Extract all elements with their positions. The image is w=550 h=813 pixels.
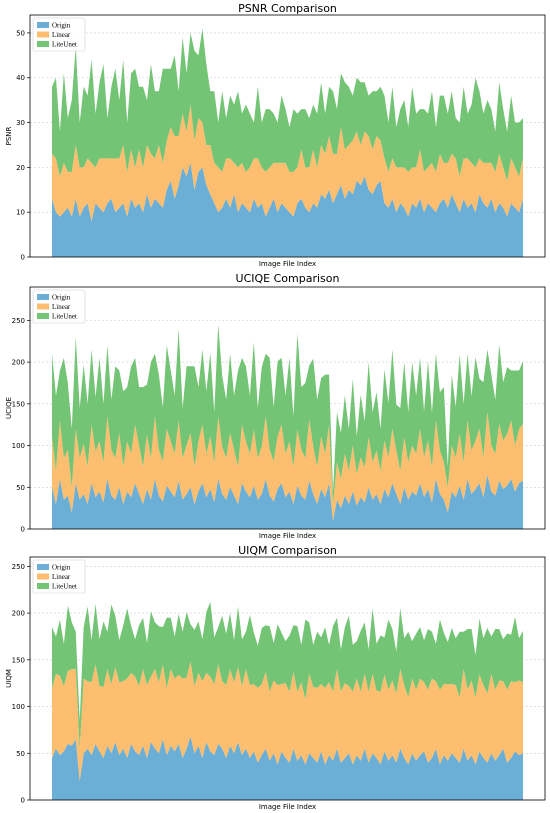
chart-panel-0: 0 10 20 30 40 50 PSNR Comparison Image File Ind… xyxy=(5,2,546,268)
legend-swatch-origin xyxy=(37,564,49,570)
legend-label-origin: Origin xyxy=(52,294,71,302)
legend-swatch-origin xyxy=(37,22,49,28)
y-axis-label: UCIQE xyxy=(5,397,13,419)
legend-label-liteunet: LiteUnet xyxy=(52,583,77,591)
y-tick-label: 30 xyxy=(16,119,25,127)
chart-panel-2: 0 50 100 150 200 250 UIQM Comparison Image File… xyxy=(5,544,546,811)
legend-swatch-linear xyxy=(37,573,49,580)
y-tick-label: 250 xyxy=(12,563,25,571)
y-tick-label: 150 xyxy=(12,400,25,408)
area-series-linear xyxy=(52,412,523,521)
y-tick-label: 10 xyxy=(16,209,25,217)
y-tick-label: 0 xyxy=(21,797,25,805)
y-tick-label: 0 xyxy=(21,526,25,534)
y-axis-label: PSNR xyxy=(5,126,13,145)
area-series-linear xyxy=(52,104,523,222)
legend-label-linear: Linear xyxy=(52,573,71,581)
legend-swatch-liteunet xyxy=(37,313,49,319)
y-axis-label: UIQM xyxy=(5,669,13,688)
legend-swatch-origin xyxy=(37,294,49,300)
y-tick-label: 50 xyxy=(16,29,25,37)
legend-swatch-linear xyxy=(37,303,49,310)
y-tick-label: 0 xyxy=(21,254,25,262)
area-series-origin xyxy=(52,474,523,529)
y-tick-label: 100 xyxy=(12,442,25,450)
y-tick-label: 40 xyxy=(16,74,25,82)
axes-frame xyxy=(29,556,546,801)
legend-label-linear: Linear xyxy=(52,303,71,311)
area-series-liteunet xyxy=(52,601,523,749)
chart-title: UIQM Comparison xyxy=(238,544,337,557)
x-axis-label: Image File Index xyxy=(259,532,316,540)
legend-label-origin: Origin xyxy=(52,22,71,30)
chart-title: PSNR Comparison xyxy=(238,2,337,15)
y-tick-label: 200 xyxy=(12,610,25,618)
area-series-liteunet xyxy=(52,28,523,181)
y-tick-label: 50 xyxy=(16,484,25,492)
axes-frame xyxy=(29,14,546,258)
legend-label-liteunet: LiteUnet xyxy=(52,41,77,49)
legend-swatch-liteunet xyxy=(37,583,49,589)
legend-label-origin: Origin xyxy=(52,564,71,572)
chart-title: UCIQE Comparison xyxy=(236,272,340,285)
legend-swatch-linear xyxy=(37,31,49,38)
y-tick-label: 250 xyxy=(12,317,25,325)
area-series-linear xyxy=(52,661,523,782)
chart-panel-1: 0 50 100 150 200 250 UCIQE Comparison Image Fil… xyxy=(5,272,546,540)
y-tick-label: 200 xyxy=(12,359,25,367)
y-tick-label: 50 xyxy=(16,750,25,758)
x-axis-label: Image File Index xyxy=(259,260,316,268)
x-axis-label: Image File Index xyxy=(259,803,316,811)
legend-label-linear: Linear xyxy=(52,31,71,39)
legend-label-liteunet: LiteUnet xyxy=(52,313,77,321)
area-series-liteunet xyxy=(52,324,523,504)
area-series-origin xyxy=(52,162,523,257)
axes-frame xyxy=(29,286,546,530)
y-tick-label: 150 xyxy=(12,656,25,664)
y-tick-label: 100 xyxy=(12,703,25,711)
y-tick-label: 20 xyxy=(16,164,25,172)
area-series-origin xyxy=(52,736,523,800)
legend-swatch-liteunet xyxy=(37,41,49,47)
